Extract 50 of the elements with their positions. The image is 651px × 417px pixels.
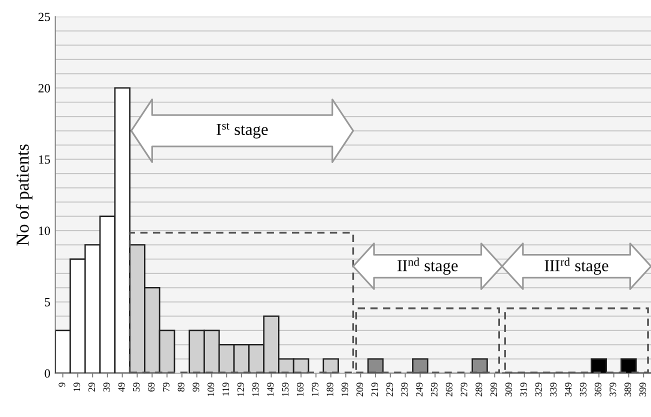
x-tick-label: 279 <box>460 382 468 396</box>
x-tick-label: 29 <box>88 382 95 392</box>
x-tick-label: 59 <box>133 382 140 392</box>
y-tick-label: 25 <box>38 12 50 22</box>
x-tick-label: 89 <box>178 382 184 392</box>
x-tick-label: 219 <box>371 382 378 396</box>
x-tick-label: 319 <box>520 382 527 396</box>
x-tick-label: 199 <box>342 382 348 396</box>
x-tick-label: 139 <box>252 382 259 396</box>
x-tick-label: 249 <box>416 382 423 396</box>
x-tick-label: 149 <box>267 382 274 396</box>
x-tick-label: 299 <box>490 382 498 396</box>
x-tick-label: 329 <box>535 382 542 396</box>
y-axis-title: No of patients <box>16 144 32 246</box>
x-tick-label: 369 <box>594 382 602 396</box>
x-tick-label: 39 <box>103 382 110 392</box>
annotation: I$^{st}$ stage <box>216 122 268 138</box>
x-tick-label: 9 <box>58 382 66 387</box>
x-tick-label: 99 <box>192 382 200 392</box>
x-tick-label: 69 <box>148 382 155 392</box>
x-tick-label: 229 <box>386 382 393 396</box>
x-tick-label: 129 <box>237 382 244 396</box>
x-tick-label: 79 <box>162 382 170 392</box>
x-tick-label: 189 <box>326 382 334 396</box>
x-tick-label: 109 <box>208 382 214 396</box>
x-tick-label: 169 <box>296 382 304 396</box>
y-tick-label: 10 <box>39 226 50 236</box>
y-tick-label: 15 <box>39 155 50 164</box>
x-tick-label: 239 <box>401 382 408 396</box>
x-tick-label: 289 <box>476 382 482 396</box>
y-tick-label: 5 <box>44 298 50 306</box>
x-tick-label: 259 <box>430 382 438 396</box>
y-tick-label: 0 <box>44 369 50 378</box>
x-tick-label: 19 <box>74 382 80 392</box>
x-tick-label: 159 <box>282 382 289 396</box>
x-tick-label: 269 <box>446 382 452 396</box>
x-tick-label: 309 <box>505 382 512 396</box>
x-tick-label: 179 <box>312 382 318 396</box>
annotation: II$^{nd}$ stage <box>397 258 458 275</box>
x-tick-label: 209 <box>356 382 364 396</box>
y-tick-label: 20 <box>38 84 50 92</box>
x-tick-label: 339 <box>550 382 557 396</box>
x-tick-label: 359 <box>580 382 586 396</box>
x-tick-label: 399 <box>639 382 646 396</box>
annotation: III$^{rd}$ stage <box>544 258 608 275</box>
x-tick-label: 119 <box>222 382 230 396</box>
x-tick-label: 349 <box>564 382 572 396</box>
x-tick-label: 379 <box>610 382 616 396</box>
x-tick-label: 389 <box>624 382 632 396</box>
x-tick-label: 49 <box>118 382 125 392</box>
